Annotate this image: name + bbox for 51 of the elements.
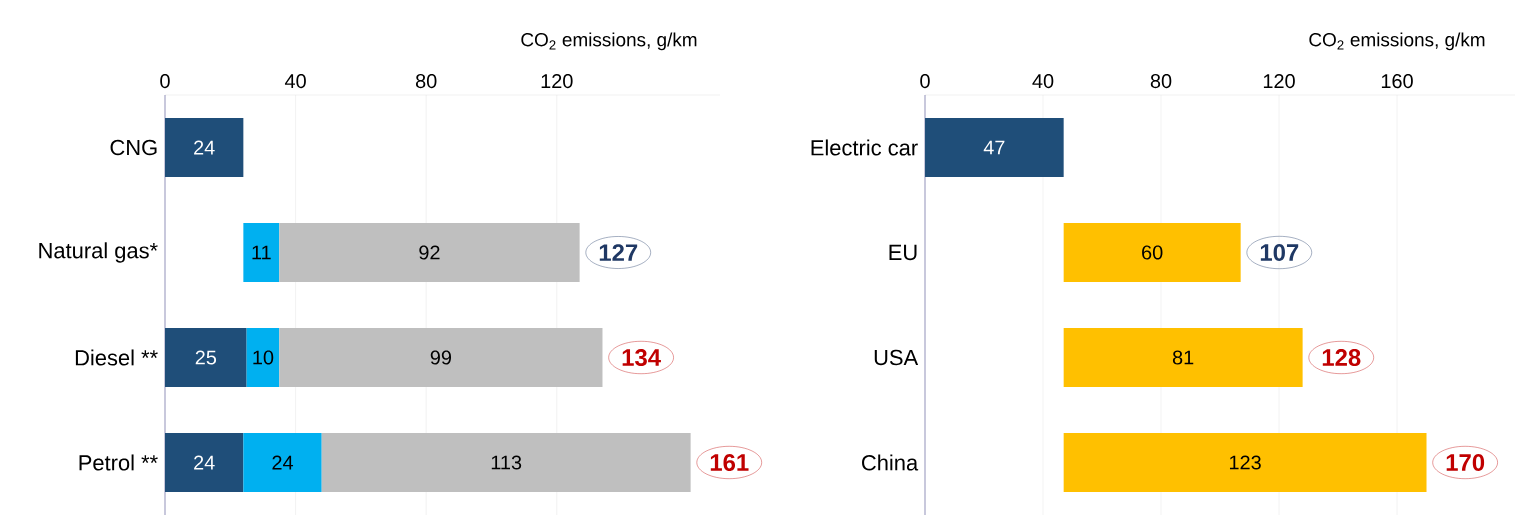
bar [165, 118, 244, 177]
y-tick-label: USA [874, 349, 919, 366]
bar [1063, 223, 1241, 282]
y-tick-label: Natural gas* [39, 242, 158, 263]
data-label: 25 [195, 350, 217, 365]
data-label: 113 [491, 455, 522, 470]
y-tick-label: Diesel ** [75, 349, 158, 366]
x-tick-label: 40 [1032, 74, 1054, 89]
y-tick-label: CNG [110, 139, 157, 156]
bar [165, 328, 247, 387]
annotation: 107 [1260, 244, 1299, 261]
annotation: 127 [599, 244, 638, 261]
x-axis-title: CO$_{2}$ emissions, g/km [1309, 32, 1485, 51]
x-tick-label: 80 [1150, 74, 1172, 89]
data-label: 123 [1229, 455, 1261, 470]
bar [165, 433, 244, 492]
data-label: 24 [194, 140, 215, 155]
data-label: 99 [430, 350, 452, 365]
x-tick-label: 120 [541, 74, 573, 89]
bar [279, 328, 603, 387]
data-label: 92 [419, 245, 440, 260]
bar [1063, 328, 1303, 387]
x-tick-label: 0 [920, 74, 930, 89]
x-tick-label: 40 [284, 74, 306, 89]
x-tick-label: 120 [1263, 74, 1295, 89]
bar [243, 433, 322, 492]
x-tick-label: 0 [160, 74, 170, 89]
data-label: 11 [252, 245, 271, 260]
bar [1063, 433, 1427, 492]
bar [925, 118, 1064, 177]
y-tick-label: Electric car [811, 139, 918, 156]
x-axis-title: CO$_{2}$ emissions, g/km [521, 32, 697, 51]
x-tick-label: 80 [415, 74, 437, 89]
data-label: 47 [983, 140, 1005, 155]
annotation: 128 [1322, 349, 1361, 366]
y-tick-label: EU [889, 244, 917, 261]
bar [321, 433, 691, 492]
bar [243, 223, 280, 282]
annotation: 161 [710, 454, 749, 471]
annotation: 134 [622, 349, 661, 366]
data-label: 10 [253, 350, 274, 365]
data-label: 81 [1172, 350, 1194, 365]
y-tick-label: Petrol ** [79, 454, 158, 471]
y-tick-label: China [862, 454, 919, 471]
data-label: 24 [194, 455, 215, 470]
data-label: 24 [272, 455, 294, 470]
annotation: 170 [1446, 454, 1485, 471]
bar [279, 223, 580, 282]
bar [246, 328, 280, 387]
x-tick-label: 160 [1381, 74, 1413, 89]
data-label: 60 [1142, 245, 1163, 260]
